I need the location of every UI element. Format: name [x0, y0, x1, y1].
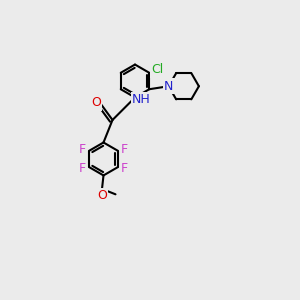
Text: F: F: [121, 143, 128, 156]
Text: N: N: [164, 80, 173, 93]
Text: F: F: [121, 162, 128, 175]
Text: O: O: [91, 96, 100, 110]
Text: NH: NH: [132, 93, 151, 106]
Text: Cl: Cl: [152, 63, 164, 76]
Text: F: F: [79, 162, 86, 175]
Text: F: F: [79, 143, 86, 156]
Text: O: O: [97, 189, 107, 202]
